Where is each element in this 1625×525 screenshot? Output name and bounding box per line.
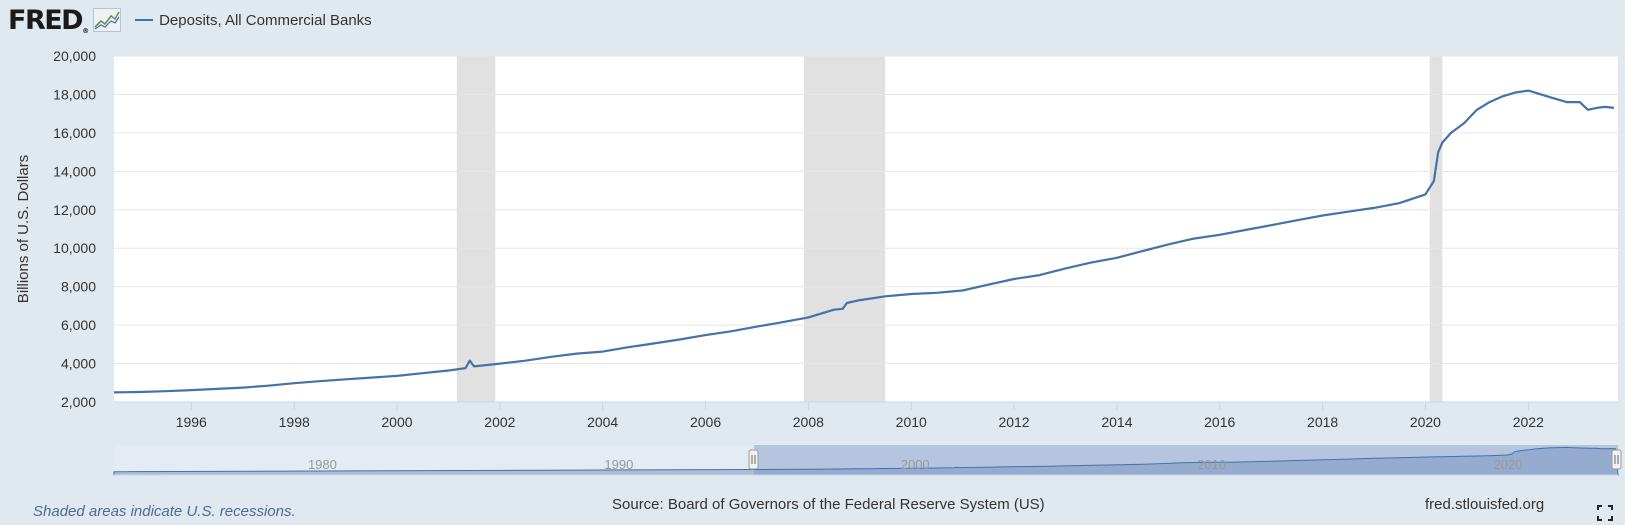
x-tick-label: 2004 bbox=[587, 414, 618, 430]
legend-swatch bbox=[135, 19, 154, 21]
x-axis-ticks: 1996 1998 2000 2002 2004 2006 2008 2010 2012 2014… bbox=[114, 401, 1618, 430]
legend-series-label[interactable]: Deposits, All Commercial Banks bbox=[159, 11, 372, 29]
navigator-label: 1990 bbox=[604, 457, 633, 472]
y-axis-label: Billions of U.S. Dollars bbox=[15, 155, 32, 303]
x-tick-label: 2008 bbox=[793, 414, 824, 430]
y-tick-label: 16,000 bbox=[53, 125, 96, 141]
chart-header: FRED® Deposits, All Commercial Banks bbox=[8, 4, 372, 36]
x-tick-label: 2020 bbox=[1410, 414, 1441, 430]
x-tick-label: 2010 bbox=[896, 414, 927, 430]
fullscreen-icon[interactable] bbox=[1597, 505, 1613, 521]
y-tick-label: 4,000 bbox=[61, 356, 96, 372]
series-line[interactable] bbox=[113, 89, 1615, 394]
y-tick-label: 2,000 bbox=[61, 394, 96, 410]
recession-band bbox=[1429, 56, 1443, 402]
fred-logo-text: FRED bbox=[8, 4, 84, 36]
x-tick-label: 1998 bbox=[279, 414, 310, 430]
x-tick-label: 2002 bbox=[484, 414, 515, 430]
recession-band bbox=[456, 56, 496, 402]
y-tick-label: 12,000 bbox=[53, 202, 96, 218]
sparkline-icon bbox=[93, 8, 122, 32]
x-tick-label: 2012 bbox=[998, 414, 1029, 430]
source-note: Source: Board of Governors of the Federa… bbox=[612, 496, 1045, 513]
recession-shading bbox=[456, 56, 1443, 402]
navigator-label: 2000 bbox=[901, 457, 930, 472]
x-tick-label: 1996 bbox=[176, 414, 207, 430]
navigator[interactable]: 1980 1990 2000 2010 2020 bbox=[113, 445, 1622, 476]
y-tick-label: 20,000 bbox=[53, 48, 96, 64]
y-tick-label: 18,000 bbox=[53, 86, 96, 102]
site-link[interactable]: fred.stlouisfed.org bbox=[1425, 496, 1545, 513]
y-tick-label: 14,000 bbox=[53, 163, 96, 179]
x-tick-label: 2022 bbox=[1513, 414, 1544, 430]
navigator-label: 1980 bbox=[308, 457, 337, 472]
recession-note: Shaded areas indicate U.S. recessions. bbox=[33, 503, 296, 520]
fred-logo-mark: ® bbox=[82, 26, 90, 35]
y-tick-label: 6,000 bbox=[61, 317, 96, 333]
x-tick-label: 2000 bbox=[381, 414, 412, 430]
fred-logo[interactable]: FRED® bbox=[8, 5, 89, 36]
x-tick-label: 2018 bbox=[1307, 414, 1338, 430]
x-tick-label: 2016 bbox=[1204, 414, 1235, 430]
navigator-series bbox=[113, 446, 1619, 476]
navigator-labels: 1980 1990 2000 2010 2020 bbox=[308, 457, 1522, 472]
navigator-label: 2020 bbox=[1494, 457, 1523, 472]
recession-band bbox=[803, 56, 886, 402]
y-tick-label: 10,000 bbox=[53, 240, 96, 256]
navigator-left-handle[interactable] bbox=[748, 449, 759, 470]
y-tick-label: 8,000 bbox=[61, 279, 96, 295]
x-tick-label: 2014 bbox=[1101, 414, 1132, 430]
navigator-label: 2010 bbox=[1197, 457, 1226, 472]
x-tick-label: 2006 bbox=[690, 414, 721, 430]
navigator-right-handle[interactable] bbox=[1611, 449, 1622, 470]
y-axis-ticks: 2,000 4,000 6,000 8,000 10,000 12,000 14,000 16… bbox=[53, 48, 96, 410]
